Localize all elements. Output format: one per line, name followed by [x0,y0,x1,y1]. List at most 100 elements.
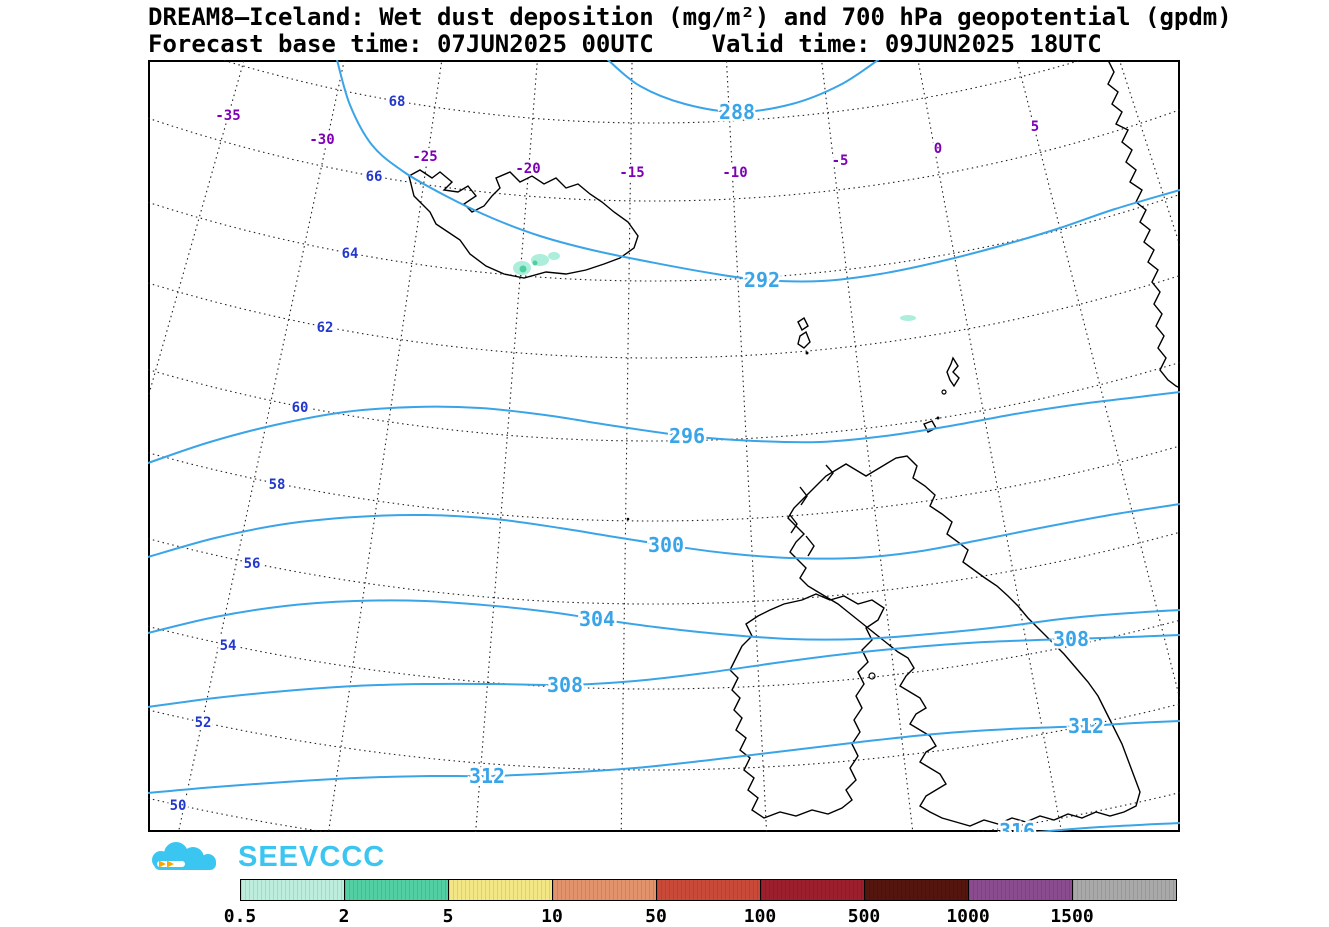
longitude-gridline [820,60,914,832]
small-island [936,416,940,420]
geopotential-contour [148,503,1180,560]
colorbar-segment [864,879,969,901]
geopotential-contour [148,391,1180,464]
colorbar-value-label: 10 [541,906,563,927]
latitude-gridline [148,531,1180,605]
contour-label: 288 [719,100,755,124]
isle-of-man [868,672,876,680]
page-title: DREAM8–Iceland: Wet dust deposition (mg/… [148,3,1232,31]
graticule [148,60,1180,832]
wet-deposition-patch [548,252,560,260]
colorbar-segment [968,879,1073,901]
latitude-gridline [148,791,1180,832]
contour-label: 304 [579,607,615,631]
contour-label: 296 [669,424,705,448]
latitude-gridline [220,60,1084,124]
geopotential-contour [607,60,879,114]
wet-deposition-patch [900,315,916,321]
geopotential-contour [1031,822,1180,832]
small-island [805,351,809,355]
colorbar-segment [760,879,865,901]
shetland-coastline [946,356,960,388]
faroe-islands-coastline [797,316,811,349]
colorbar-segment [1072,879,1177,901]
colorbar-segment [240,879,345,901]
colorbar-segment [344,879,449,901]
latitude-label: 64 [342,246,359,262]
latitude-label: 52 [195,715,212,731]
wet-deposition-patch [519,265,527,273]
small-island [626,517,630,521]
contour-label: 308 [547,673,583,697]
hebrides-coastline [789,464,834,557]
colorbar-value-label: 2 [338,906,350,927]
longitude-label: -30 [309,132,334,148]
longitude-label: 5 [1031,119,1039,135]
seevccc-logo [152,842,216,870]
cloud-icon [152,842,216,870]
contour-label: 316 [999,819,1035,832]
contour-label: 312 [469,764,505,788]
latitude-label: 60 [292,400,309,416]
wet-deposition-layer [513,252,916,321]
longitude-label: 0 [934,141,942,157]
longitude-label: -15 [619,165,644,181]
small-island [941,389,947,395]
colorbar-value-label: 1000 [946,906,990,927]
colorbar-value-label: 1500 [1050,906,1094,927]
latitude-label: 62 [317,320,334,336]
latitude-gridline [148,703,1180,771]
latitude-label: 50 [170,798,187,814]
colorbar-segment [656,879,761,901]
longitude-label: -25 [412,149,437,165]
norway-coastline [1107,60,1180,389]
wet-deposition-patch [532,260,538,266]
geopotential-contour [336,60,1180,283]
latitude-label: 66 [366,169,383,185]
contour-label: 292 [744,268,780,292]
latitude-gridline [148,619,1180,690]
geopotential-contour [148,720,1180,794]
longitude-gridline [148,60,181,832]
colorbar-value-label: 5 [442,906,454,927]
longitude-label: -20 [515,161,540,177]
contour-label: 308 [1053,627,1089,651]
geopotential-contours-layer [148,60,1180,832]
colorbar-value-label: 0.5 [223,906,257,927]
contour-label: 312 [1068,714,1104,738]
forecast-times-subtitle: Forecast base time: 07JUN2025 00UTC Vali… [148,30,1102,58]
colorbar-segment [448,879,553,901]
colorbar-value-label: 100 [743,906,777,927]
latitude-gridline [148,274,1180,359]
longitude-gridline [620,60,633,832]
map-border [148,60,1180,832]
ireland-coastline [729,593,885,819]
latitude-gridline [148,109,1180,202]
geopotential-contour [148,599,1180,641]
latitude-label: 58 [269,477,286,493]
longitude-label: -35 [215,108,240,124]
latitude-gridline [148,445,1180,522]
chevron-right-icon [159,860,166,868]
chevron-right-icon [167,860,174,868]
contour-label: 300 [648,533,684,557]
deposition-colorbar: 0.5 2 5 10 50 100 500 1000 1500 [224,879,1180,927]
longitude-label: -5 [832,153,849,169]
great-britain-coastline [787,455,1141,827]
map-labels-layer: 288 292 296 300 304 308 312 308 312 316 68 66 64 62 60… [167,92,1106,833]
colorbar-value-label: 50 [645,906,667,927]
longitude-gridline [475,60,538,832]
colorbar-value-label: 500 [847,906,881,927]
map-plot-area: 288 292 296 300 304 308 312 308 312 316 68 66 64 62 60… [148,60,1180,832]
colorbar-segment [552,879,657,901]
longitude-gridline [177,60,345,832]
logo-text: SEEVCCC [238,841,386,873]
longitude-gridline [917,60,1063,832]
latitude-gridline [148,193,1180,282]
iceland-coastline [408,169,639,279]
latitude-label: 68 [389,94,406,110]
geopotential-contour [148,634,1180,708]
latitude-label: 56 [244,556,261,572]
longitude-label: -10 [722,165,747,181]
